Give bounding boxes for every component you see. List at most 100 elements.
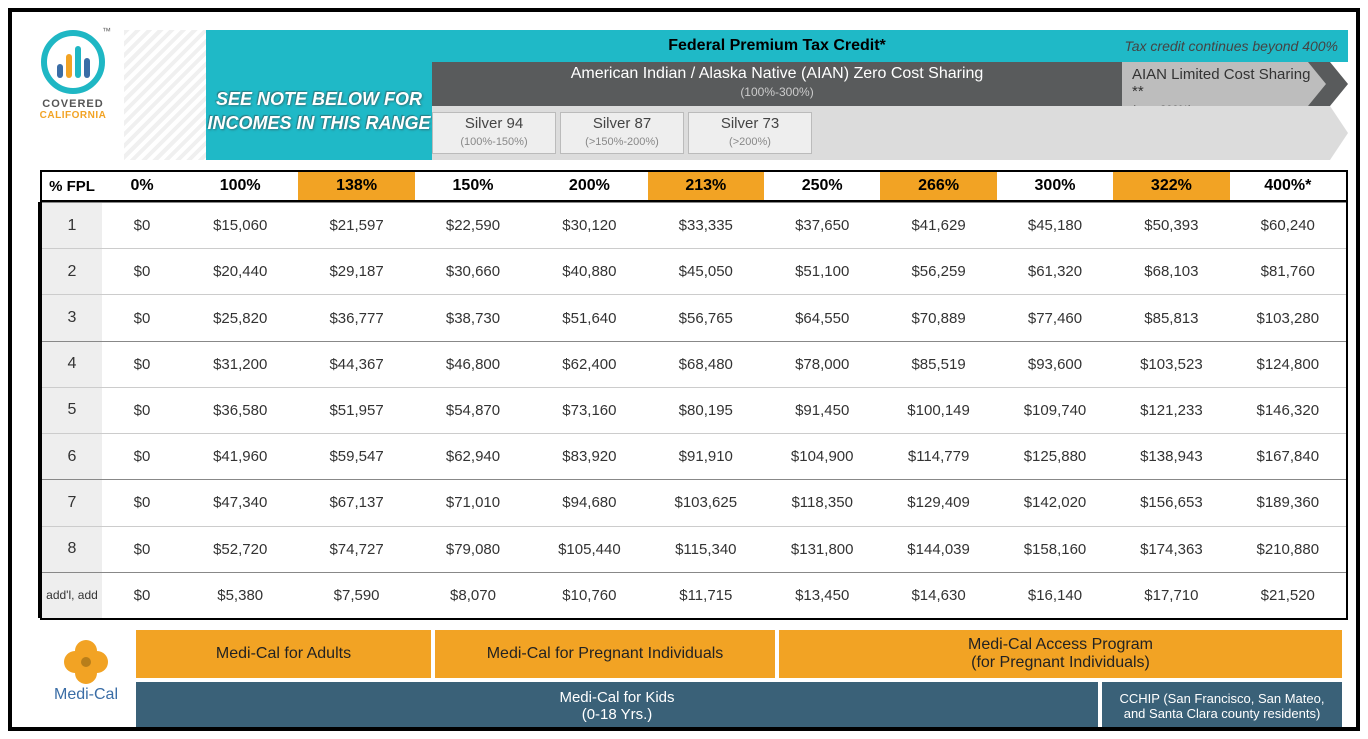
income-cell: $11,715 xyxy=(648,587,764,604)
col-header: 200% xyxy=(531,172,647,200)
income-cell: $91,910 xyxy=(648,448,764,465)
income-cell: $129,409 xyxy=(880,494,996,511)
income-cell: $158,160 xyxy=(997,541,1113,558)
income-cell: $0 xyxy=(102,263,182,280)
income-cell: $81,760 xyxy=(1230,263,1346,280)
income-cell: $67,137 xyxy=(298,494,414,511)
income-cell: $103,625 xyxy=(648,494,764,511)
income-cell: $103,280 xyxy=(1230,310,1346,327)
logo-text-california: CALIFORNIA xyxy=(30,110,116,121)
income-cell: $17,710 xyxy=(1113,587,1229,604)
trademark-icon: ™ xyxy=(102,26,111,36)
income-cell: $174,363 xyxy=(1113,541,1229,558)
income-cell: $59,547 xyxy=(298,448,414,465)
income-cell: $45,180 xyxy=(997,217,1113,234)
aian-zero-cost: American Indian / Alaska Native (AIAN) Z… xyxy=(432,62,1122,101)
income-cell: $60,240 xyxy=(1230,217,1346,234)
income-cell: $80,195 xyxy=(648,402,764,419)
income-cell: $0 xyxy=(102,310,182,327)
table-header-row: % FPL 0%100%138%150%200%213%250%266%300%… xyxy=(42,172,1346,202)
income-cell: $56,765 xyxy=(648,310,764,327)
household-size-cell: add'l, add xyxy=(42,573,102,618)
silver-94-box: Silver 94 (100%-150%) xyxy=(432,112,556,154)
col-header: 400%* xyxy=(1230,172,1346,200)
income-cell: $15,060 xyxy=(182,217,298,234)
aian-zero-sub: (100%-300%) xyxy=(740,85,813,99)
household-size-cell: 1 xyxy=(42,203,102,248)
household-size-cell: 8 xyxy=(42,527,102,572)
medi-cal-access-band: Medi-Cal Access Program (for Pregnant In… xyxy=(779,630,1342,678)
medi-cal-text: Medi-Cal xyxy=(40,686,132,704)
income-cell: $61,320 xyxy=(997,263,1113,280)
see-note-box: SEE NOTE BELOW FOR INCOMES IN THIS RANGE xyxy=(206,62,432,160)
income-cell: $10,760 xyxy=(531,587,647,604)
program-bands: Medi-Cal for Adults Medi-Cal for Pregnan… xyxy=(136,630,1342,730)
income-cell: $146,320 xyxy=(1230,402,1346,419)
col-header: 150% xyxy=(415,172,531,200)
table-row: 8$0$52,720$74,727$79,080$105,440$115,340… xyxy=(42,526,1346,572)
see-note-text: SEE NOTE BELOW FOR INCOMES IN THIS RANGE xyxy=(206,87,432,135)
income-cell: $30,660 xyxy=(415,263,531,280)
income-cell: $50,393 xyxy=(1113,217,1229,234)
income-cell: $14,630 xyxy=(880,587,996,604)
table-row: 2$0$20,440$29,187$30,660$40,880$45,050$5… xyxy=(42,248,1346,294)
covered-ca-logo: COVERED CALIFORNIA xyxy=(30,30,116,121)
medi-cal-adults-band: Medi-Cal for Adults xyxy=(136,630,431,678)
income-cell: $118,350 xyxy=(764,494,880,511)
household-size-cell: 3 xyxy=(42,295,102,340)
income-cell: $22,590 xyxy=(415,217,531,234)
income-cell: $210,880 xyxy=(1230,541,1346,558)
income-cell: $0 xyxy=(102,356,182,373)
income-cell: $85,519 xyxy=(880,356,996,373)
income-cell: $51,957 xyxy=(298,402,414,419)
household-size-cell: 2 xyxy=(42,249,102,294)
income-cell: $16,140 xyxy=(997,587,1113,604)
income-cell: $78,000 xyxy=(764,356,880,373)
income-cell: $51,640 xyxy=(531,310,647,327)
income-cell: $51,100 xyxy=(764,263,880,280)
income-cell: $21,597 xyxy=(298,217,414,234)
income-cell: $156,653 xyxy=(1113,494,1229,511)
income-cell: $29,187 xyxy=(298,263,414,280)
income-cell: $124,800 xyxy=(1230,356,1346,373)
col-header: 213% xyxy=(648,172,764,200)
income-cell: $56,259 xyxy=(880,263,996,280)
silver-87-sub: (>150%-200%) xyxy=(585,136,659,148)
kids-line2: (0-18 Yrs.) xyxy=(582,706,653,723)
income-cell: $83,920 xyxy=(531,448,647,465)
hatched-region xyxy=(124,30,206,160)
income-cell: $93,600 xyxy=(997,356,1113,373)
table-row: 7$0$47,340$67,137$71,010$94,680$103,625$… xyxy=(42,479,1346,525)
silver-87-box: Silver 87 (>150%-200%) xyxy=(560,112,684,154)
household-size-cell: 6 xyxy=(42,434,102,479)
income-cell: $68,103 xyxy=(1113,263,1229,280)
aian-lim-label: AIAN Limited Cost Sharing ** xyxy=(1132,66,1310,100)
income-cell: $109,740 xyxy=(997,402,1113,419)
income-cell: $77,460 xyxy=(997,310,1113,327)
mcap-line2: (for Pregnant Individuals) xyxy=(971,654,1150,671)
income-cell: $131,800 xyxy=(764,541,880,558)
income-cell: $142,020 xyxy=(997,494,1113,511)
income-cell: $103,523 xyxy=(1113,356,1229,373)
silver-94-sub: (100%-150%) xyxy=(460,136,527,148)
income-cell: $38,730 xyxy=(415,310,531,327)
col-header: 300% xyxy=(997,172,1113,200)
silver-73-label: Silver 73 xyxy=(721,115,779,132)
household-size-cell: 7 xyxy=(42,480,102,525)
income-cell: $7,590 xyxy=(298,587,414,604)
tax-credit-note: Tax credit continues beyond 400% xyxy=(1124,30,1338,62)
income-cell: $45,050 xyxy=(648,263,764,280)
income-cell: $94,680 xyxy=(531,494,647,511)
table-row: 1$0$15,060$21,597$22,590$30,120$33,335$3… xyxy=(42,202,1346,248)
silver-73-sub: (>200%) xyxy=(729,136,771,148)
income-cell: $21,520 xyxy=(1230,587,1346,604)
income-cell: $114,779 xyxy=(880,448,996,465)
income-cell: $71,010 xyxy=(415,494,531,511)
table-row: 3$0$25,820$36,777$38,730$51,640$56,765$6… xyxy=(42,294,1346,340)
income-cell: $62,400 xyxy=(531,356,647,373)
income-cell: $68,480 xyxy=(648,356,764,373)
logo-text-covered: COVERED xyxy=(30,98,116,110)
silver-band: Silver 94 (100%-150%) Silver 87 (>150%-2… xyxy=(432,106,1348,160)
income-cell: $25,820 xyxy=(182,310,298,327)
table-row: 5$0$36,580$51,957$54,870$73,160$80,195$9… xyxy=(42,387,1346,433)
